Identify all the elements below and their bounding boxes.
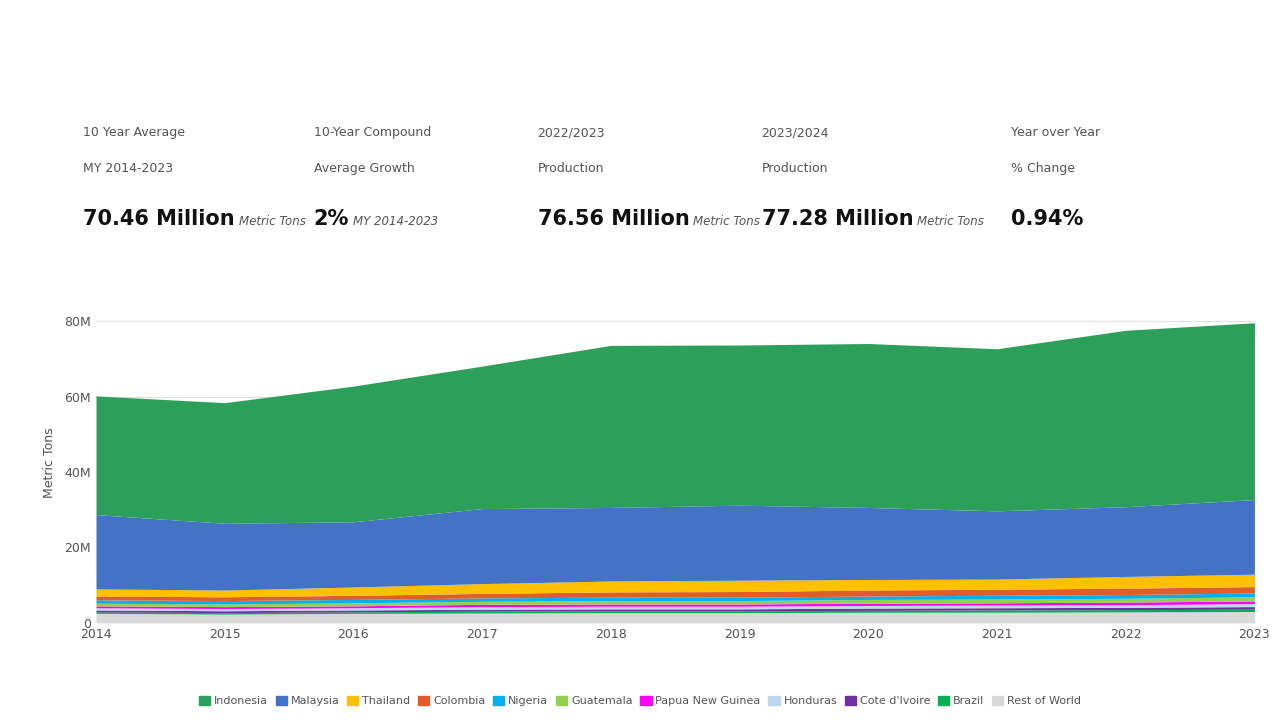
Text: % Change: % Change — [1011, 162, 1075, 175]
Text: 70.46 Million: 70.46 Million — [83, 209, 234, 229]
Text: 10-Year Compound: 10-Year Compound — [314, 126, 431, 139]
Text: Metric Tons: Metric Tons — [238, 215, 306, 228]
Text: Production: Production — [538, 162, 604, 175]
Text: Year over Year: Year over Year — [1011, 126, 1101, 139]
Text: Metric Tons: Metric Tons — [916, 215, 984, 228]
Text: Metric Tons: Metric Tons — [694, 215, 760, 228]
Y-axis label: Metric Tons: Metric Tons — [44, 427, 56, 498]
Text: 0.94%: 0.94% — [1011, 209, 1084, 229]
Text: Production: Production — [762, 162, 828, 175]
Text: 76.56 Million: 76.56 Million — [538, 209, 690, 229]
Text: 2022/2023: 2022/2023 — [538, 126, 605, 139]
Text: 77.28 Million: 77.28 Million — [762, 209, 913, 229]
Text: 2023/2024: 2023/2024 — [762, 126, 829, 139]
Text: MY 2014-2023: MY 2014-2023 — [83, 162, 173, 175]
Legend: Indonesia, Malaysia, Thailand, Colombia, Nigeria, Guatemala, Papua New Guinea, H: Indonesia, Malaysia, Thailand, Colombia,… — [195, 692, 1085, 711]
Text: 2%: 2% — [314, 209, 349, 229]
Text: 10 Year Average: 10 Year Average — [83, 126, 186, 139]
Text: MY 2014-2023: MY 2014-2023 — [353, 215, 438, 228]
Text: Average Growth: Average Growth — [314, 162, 415, 175]
